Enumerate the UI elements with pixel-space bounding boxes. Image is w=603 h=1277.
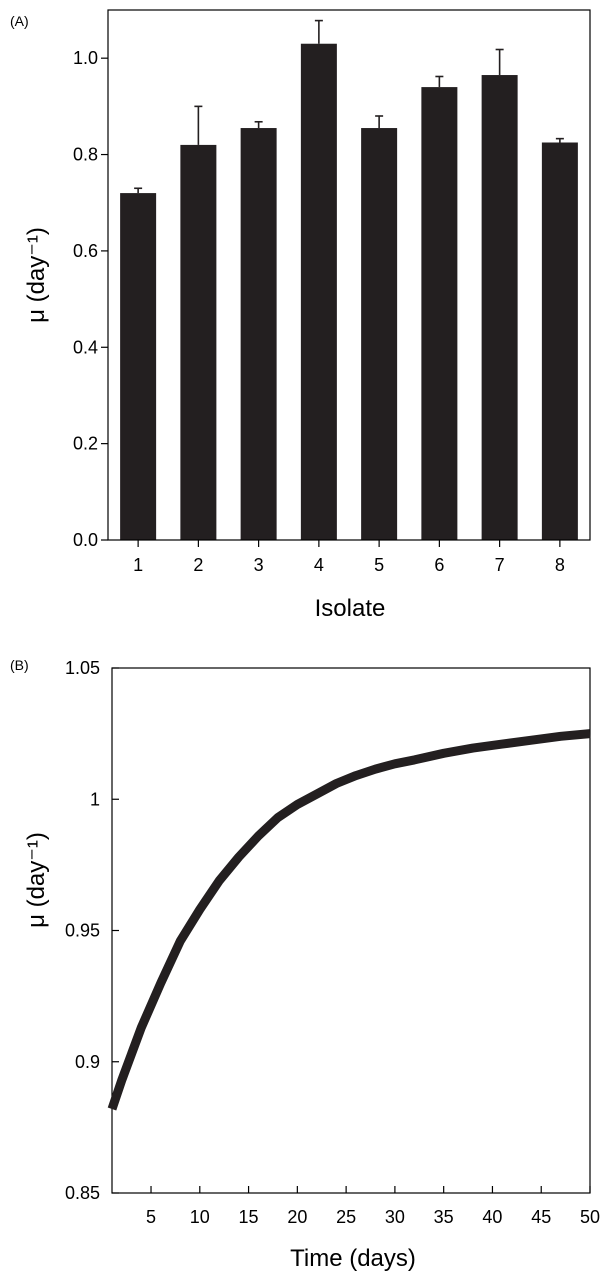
x-tick-label: 15	[239, 1207, 259, 1227]
error-bar-isolate-1	[134, 187, 143, 194]
x-tick-label: 20	[287, 1207, 307, 1227]
y-tick-label: 0.8	[73, 145, 98, 165]
x-tick-label: 45	[531, 1207, 551, 1227]
x-tick-label: 1	[133, 555, 143, 575]
x-tick-label: 40	[482, 1207, 502, 1227]
panel-b-ticks: 0.85 0.9 0.95 1 1.05 5 10 15 20 25 30 35 40 45 50	[65, 658, 600, 1227]
bar-isolate-6	[421, 87, 458, 540]
panel-a-label: (A)	[10, 13, 29, 29]
x-tick-label: 30	[385, 1207, 405, 1227]
panel-a-x-axis-title: Isolate	[315, 595, 386, 622]
series-line-0	[107, 729, 591, 1111]
x-tick-label: 2	[193, 555, 203, 575]
x-tick-label: 5	[374, 555, 384, 575]
y-tick-label: 0.6	[73, 241, 98, 261]
panel-a-bar-chart: (A) 1 2 3 4 5 6 7 8 0.0 0.2 0.4 0.6 0.8 1.0 μ (day⁻¹)…	[10, 9, 591, 622]
error-bar-isolate-7	[495, 48, 504, 76]
x-tick-label: 6	[434, 555, 444, 575]
error-bar-isolate-4	[314, 19, 323, 44]
y-tick-label: 1.05	[65, 658, 100, 678]
panel-a-ticks: 1 2 3 4 5 6 7 8 0.0 0.2 0.4 0.6 0.8 1.0	[73, 48, 565, 575]
x-tick-label: 10	[190, 1207, 210, 1227]
x-tick-label: 5	[146, 1207, 156, 1227]
x-tick-label: 50	[580, 1207, 600, 1227]
y-tick-label: 0.95	[65, 921, 100, 941]
panel-b-x-axis-title: Time (days)	[290, 1245, 416, 1272]
bar-isolate-5	[361, 128, 398, 540]
error-bar-isolate-5	[375, 115, 384, 129]
y-tick-label: 0.0	[73, 530, 98, 550]
plot-frame	[107, 9, 591, 541]
panel-a-axes	[107, 9, 591, 541]
panel-a-error-bars	[134, 19, 564, 194]
panel-a-y-axis-title: μ (day⁻¹)	[23, 227, 50, 323]
y-tick-label: 0.4	[73, 337, 98, 357]
y-tick-label: 0.9	[75, 1052, 100, 1072]
bar-isolate-2	[180, 144, 217, 540]
error-bar-isolate-6	[435, 75, 444, 88]
error-bar-isolate-3	[254, 120, 263, 129]
bar-isolate-3	[240, 128, 277, 540]
x-tick-label: 3	[254, 555, 264, 575]
panel-b-label: (B)	[10, 657, 29, 673]
y-tick-label: 0.85	[65, 1183, 100, 1203]
y-tick-label: 1.0	[73, 48, 98, 68]
bar-isolate-4	[300, 43, 337, 541]
x-tick-label: 25	[336, 1207, 356, 1227]
panel-a-bars	[120, 43, 578, 541]
x-tick-label: 7	[495, 555, 505, 575]
bar-isolate-8	[541, 142, 578, 540]
panel-b-series	[107, 729, 591, 1111]
bar-isolate-1	[120, 193, 157, 540]
x-tick-label: 4	[314, 555, 324, 575]
x-tick-label: 8	[555, 555, 565, 575]
error-bar-isolate-8	[555, 137, 564, 143]
x-tick-label: 35	[434, 1207, 454, 1227]
y-tick-label: 1	[90, 789, 100, 809]
bar-isolate-7	[481, 75, 518, 540]
y-tick-label: 0.2	[73, 434, 98, 454]
panel-b-y-axis-title: μ (day⁻¹)	[23, 832, 50, 928]
error-bar-isolate-2	[194, 105, 203, 145]
